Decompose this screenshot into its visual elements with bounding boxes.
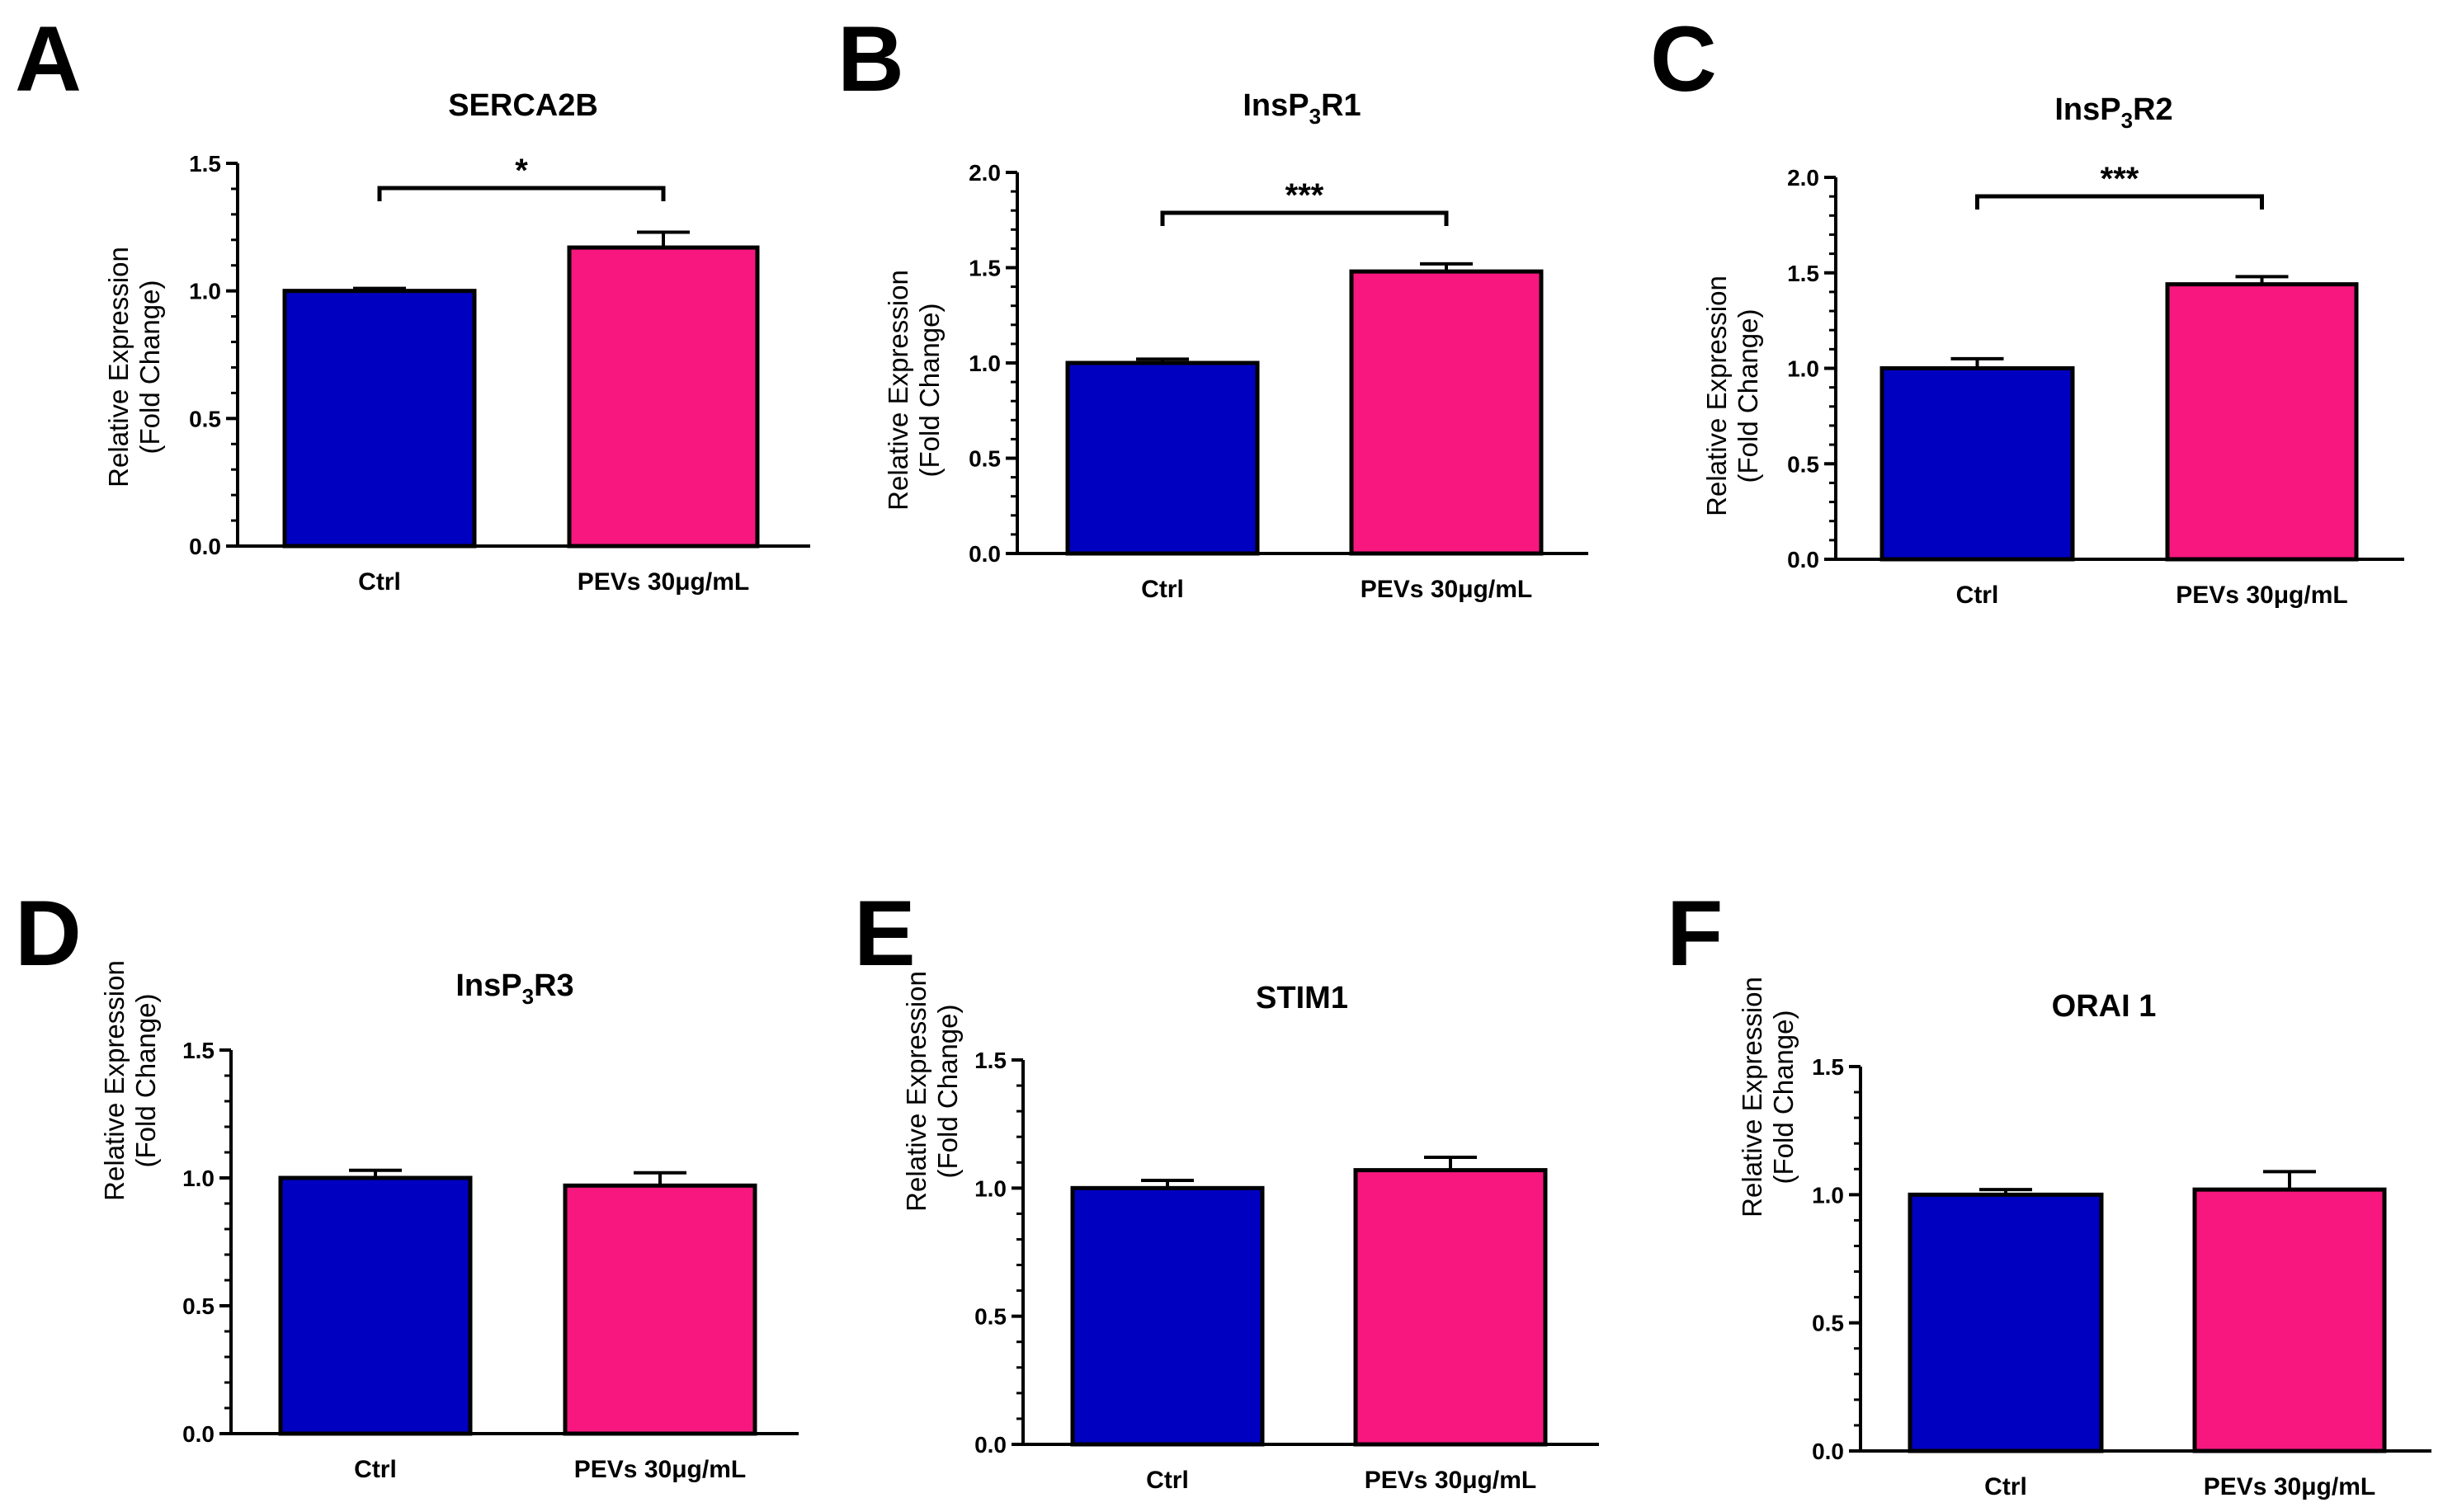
panel-f-ytick-label: 1.0	[1812, 1182, 1844, 1208]
panel-d-ylabel: Relative Expression(Fold Change)	[99, 960, 161, 1201]
panel-f-bar-ctrl	[1908, 1192, 2104, 1453]
panel-e-ytick-label: 1.0	[974, 1175, 1007, 1201]
panel-c-category-label-ctrl: Ctrl	[1956, 582, 1999, 609]
panel-f-category-label-ctrl: Ctrl	[1984, 1473, 2027, 1500]
panel-c-ytick-label: 1.0	[1787, 356, 1819, 382]
panel-b-letter: B	[837, 7, 904, 111]
panel-a-sig-bracket	[377, 186, 666, 201]
panel-c-ytick-label: 1.5	[1787, 261, 1819, 286]
panel-c-ytick-label: 0.0	[1787, 547, 1819, 572]
panel-c-ylabel: Relative Expression(Fold Change)	[1701, 276, 1763, 516]
panel-e-ylabel: Relative Expression(Fold Change)	[901, 971, 963, 1212]
panel-d-ytick-label: 0.0	[182, 1421, 215, 1447]
panel-a-ytick-label: 1.5	[189, 151, 221, 177]
panel-b-title: InsP3R1	[1243, 88, 1361, 129]
panel-d-ytick-label: 0.5	[182, 1293, 215, 1319]
panel-d-letter: D	[15, 882, 82, 985]
panel-e-chart: E STIM1 Relative Expression(Fold Change) 0.…	[854, 882, 1599, 1494]
panel-b-category-label-ctrl: Ctrl	[1141, 576, 1184, 603]
panel-d-category-label-ctrl: Ctrl	[354, 1456, 397, 1483]
panel-b-bar-ctrl	[1065, 360, 1260, 556]
panel-b-ytick-label: 0.0	[969, 541, 1001, 567]
panel-e-letter: E	[854, 882, 916, 985]
panel-c-sig-bracket	[1975, 194, 2264, 210]
panel-c-sig-label: ***	[2101, 161, 2139, 197]
panel-b-ytick-label: 1.0	[969, 351, 1001, 376]
panel-d-ytick-label: 1.5	[182, 1038, 215, 1063]
panel-b-bar-pevs	[1349, 269, 1544, 556]
panel-f-chart: F ORAI 1 Relative Expression(Fold Change) 0…	[1667, 882, 2431, 1500]
panel-f-ytick-label: 0.5	[1812, 1311, 1844, 1336]
panel-b-sig-bracket	[1160, 210, 1449, 226]
panel-d-title: InsP3R3	[455, 968, 573, 1009]
panel-f-ylabel: Relative Expression(Fold Change)	[1737, 977, 1799, 1218]
panel-b-chart: B InsP3R1 Relative Expression(Fold Change)…	[837, 7, 1588, 603]
panel-b-sig-label: ***	[1285, 177, 1324, 214]
panel-a-bar-ctrl	[282, 289, 477, 549]
panel-a-category-label-ctrl: Ctrl	[358, 568, 401, 596]
panel-b-ylabel: Relative Expression(Fold Change)	[883, 270, 945, 511]
panel-c-letter: C	[1650, 7, 1717, 111]
panel-a-sig-label: *	[515, 153, 528, 189]
panel-c-category-label-pevs: PEVs 30μg/mL	[2176, 582, 2347, 609]
panel-c-ytick-label: 2.0	[1787, 165, 1819, 191]
panel-d-bar-pevs	[563, 1183, 757, 1436]
panel-e-category-label-ctrl: Ctrl	[1146, 1467, 1189, 1494]
panel-a-ytick-label: 0.5	[189, 406, 221, 431]
panel-e-category-label-pevs: PEVs 30μg/mL	[1365, 1467, 1536, 1494]
panel-b-category-label-pevs: PEVs 30μg/mL	[1361, 576, 1532, 603]
panel-d-category-label-pevs: PEVs 30μg/mL	[574, 1456, 746, 1483]
panel-e-ytick-label: 1.5	[974, 1048, 1007, 1073]
panel-a-title: SERCA2B	[448, 88, 598, 123]
panel-a-category-label-pevs: PEVs 30μg/mL	[578, 568, 749, 596]
panel-e-title: STIM1	[1256, 981, 1348, 1015]
panel-e-bar-pevs	[1353, 1168, 1548, 1447]
panel-c-bar-pevs	[2165, 282, 2359, 562]
panel-d-ytick-label: 1.0	[182, 1166, 215, 1191]
panel-a-chart: A SERCA2B Relative Expression(Fold Change)…	[15, 7, 810, 596]
panel-a-letter: A	[15, 7, 82, 111]
panel-f-ytick-label: 0.0	[1812, 1439, 1844, 1464]
panel-e-ytick-label: 0.0	[974, 1432, 1007, 1458]
panel-c-ytick-label: 0.5	[1787, 451, 1819, 477]
panel-a-ylabel: Relative Expression(Fold Change)	[103, 247, 165, 488]
panel-c-chart: C InsP3R2 Relative Expression(Fold Change)…	[1650, 7, 2404, 609]
panel-e-bar-ctrl	[1070, 1185, 1265, 1447]
panel-f-category-label-pevs: PEVs 30μg/mL	[2204, 1473, 2375, 1500]
panel-c-title: InsP3R2	[2054, 92, 2172, 133]
panel-f-bar-pevs	[2192, 1187, 2387, 1453]
panel-f-title: ORAI 1	[2052, 989, 2157, 1024]
panel-b-ytick-label: 1.5	[969, 256, 1001, 281]
panel-c-bar-ctrl	[1879, 366, 2075, 562]
panel-b-ytick-label: 2.0	[969, 160, 1001, 186]
panel-a-ytick-label: 0.0	[189, 534, 221, 559]
panel-b-ytick-label: 0.5	[969, 446, 1001, 472]
panel-a-bar-pevs	[567, 245, 760, 549]
panel-e-ytick-label: 0.5	[974, 1304, 1007, 1330]
panel-d-bar-ctrl	[278, 1175, 473, 1436]
panel-a-ytick-label: 1.0	[189, 279, 221, 304]
panel-f-letter: F	[1667, 882, 1723, 985]
panel-d-chart: D InsP3R3 Relative Expression(Fold Change)…	[15, 882, 799, 1483]
panel-f-ytick-label: 1.5	[1812, 1054, 1844, 1080]
